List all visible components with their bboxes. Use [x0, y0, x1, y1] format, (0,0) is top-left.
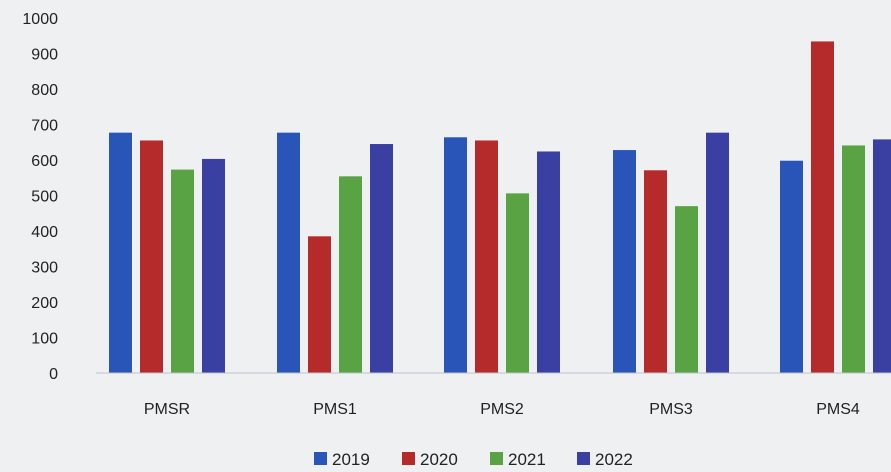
legend-swatch-2019 [314, 452, 327, 465]
bar-pms3-2019 [613, 150, 636, 373]
bar-pmsr-2022 [202, 158, 225, 373]
legend-label-2022: 2022 [595, 450, 633, 469]
bar-pms4-2019 [780, 160, 803, 373]
bar-pms2-2022 [537, 151, 560, 373]
bar-pms1-2021 [339, 176, 362, 373]
x-category-label: PMS4 [816, 401, 860, 418]
y-tick-label: 500 [31, 189, 58, 206]
legend-swatch-2021 [490, 452, 503, 465]
legend-label-2020: 2020 [420, 450, 458, 469]
bar-pmsr-2021 [171, 169, 194, 373]
legend-label-2021: 2021 [508, 450, 546, 469]
y-tick-label: 200 [31, 295, 58, 312]
bar-pms2-2019 [444, 137, 467, 373]
legend-label-2019: 2019 [332, 450, 370, 469]
y-tick-label: 600 [31, 153, 58, 170]
legend-swatch-2020 [402, 452, 415, 465]
legend: 2019 2020 2021 2022 [314, 450, 633, 469]
bar-pmsr-2019 [109, 132, 132, 373]
y-tick-label: 100 [31, 331, 58, 348]
bar-pms4-2022 [873, 139, 891, 373]
legend-swatch-2022 [577, 452, 590, 465]
bar-pms3-2021 [675, 206, 698, 373]
y-tick-label: 300 [31, 260, 58, 277]
x-category-label: PMSR [144, 401, 190, 418]
bar-pms3-2022 [706, 132, 729, 373]
y-tick-label: 0 [49, 366, 58, 383]
bar-pms1-2019 [277, 132, 300, 373]
bar-pms2-2021 [506, 193, 529, 373]
x-category-label: PMS1 [313, 401, 357, 418]
bar-pms4-2020 [811, 41, 834, 374]
bar-pms1-2022 [370, 144, 393, 373]
bar-pms3-2020 [644, 170, 667, 373]
x-category-label: PMS2 [480, 401, 524, 418]
bar-pms2-2020 [475, 140, 498, 373]
y-tick-label: 800 [31, 82, 58, 99]
x-category-label: PMS3 [649, 401, 693, 418]
bar-pms4-2021 [842, 145, 865, 373]
y-tick-label: 900 [31, 47, 58, 64]
y-tick-label: 1000 [22, 11, 58, 28]
bars [109, 41, 891, 374]
y-tick-label: 400 [31, 224, 58, 241]
bar-pmsr-2020 [140, 140, 163, 373]
bar-pms1-2020 [308, 236, 331, 373]
y-axis-tick-labels: 0 100 200 300 400 500 600 700 800 900 1000 [22, 11, 58, 383]
x-axis-category-labels: PMSR PMS1 PMS2 PMS3 PMS4 [144, 401, 860, 418]
y-tick-label: 700 [31, 118, 58, 135]
